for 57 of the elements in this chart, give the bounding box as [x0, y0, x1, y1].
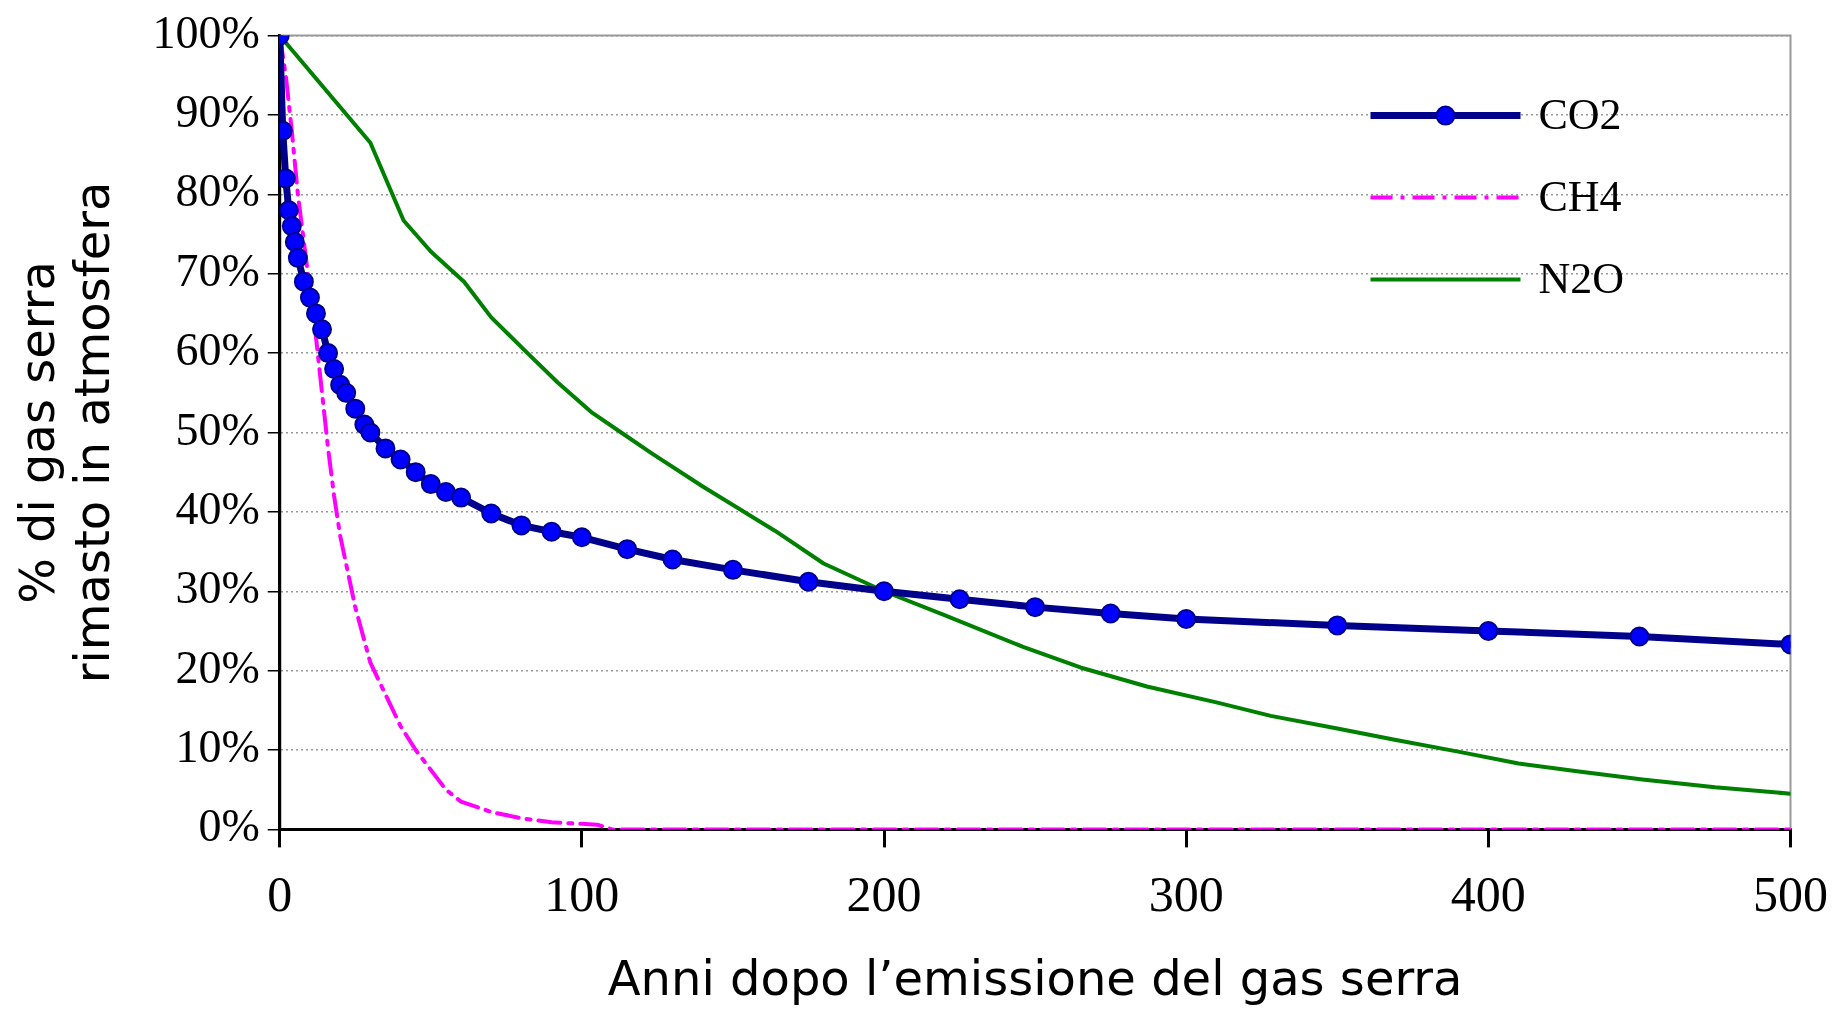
y-tick-label: 60% [175, 324, 260, 376]
x-tick-label: 100 [544, 865, 620, 922]
x-tick-label: 0 [267, 865, 293, 922]
point [435, 482, 456, 503]
y-tick-label: 90% [175, 86, 260, 138]
x-tick-label: 300 [1148, 865, 1224, 922]
legend-label: CO2 [1538, 90, 1622, 140]
point [1100, 603, 1121, 624]
y-tick-label: 70% [175, 244, 260, 296]
point [1327, 615, 1348, 636]
point [617, 539, 638, 560]
point [345, 398, 366, 419]
point [279, 200, 299, 221]
point [722, 559, 743, 580]
point [293, 271, 314, 292]
point [375, 438, 396, 459]
y-tick-label: 40% [175, 482, 260, 534]
y-tick-label: 20% [175, 641, 260, 693]
y-tick-label: 0% [198, 800, 260, 852]
point [281, 216, 302, 237]
y-tick-label: 30% [175, 562, 260, 614]
point [287, 247, 308, 268]
point [571, 527, 592, 548]
point [312, 319, 333, 340]
y-tick-label: 100% [152, 6, 260, 58]
y-tick-label: 10% [175, 721, 260, 773]
point [420, 474, 441, 495]
x-tick-label: 500 [1753, 865, 1828, 922]
point [511, 515, 532, 536]
legend-label: CH4 [1538, 172, 1622, 222]
point [1025, 597, 1046, 618]
x-axis-title: Anni dopo l’emissione del gas serra [607, 949, 1463, 1006]
legend-label: N2O [1538, 254, 1625, 304]
point [318, 343, 339, 364]
point [390, 449, 411, 470]
point [451, 487, 472, 508]
point [1629, 626, 1650, 647]
point [299, 287, 320, 308]
point [284, 231, 305, 252]
point [949, 589, 970, 610]
point [662, 549, 683, 570]
point [481, 503, 502, 524]
x-tick-label: 200 [846, 865, 922, 922]
point [1478, 620, 1499, 641]
point [874, 581, 895, 602]
point [541, 521, 562, 542]
point [305, 303, 326, 324]
y-tick-label: 50% [175, 403, 260, 455]
y-tick-label: 80% [175, 165, 260, 217]
y-axis-title: % di gas serra rimasto in atmosfera [9, 181, 121, 684]
point [324, 359, 345, 379]
point [405, 462, 426, 483]
point [336, 382, 357, 403]
x-tick-label: 400 [1450, 865, 1526, 922]
point [360, 422, 381, 443]
point [1176, 609, 1197, 630]
point [798, 571, 819, 592]
